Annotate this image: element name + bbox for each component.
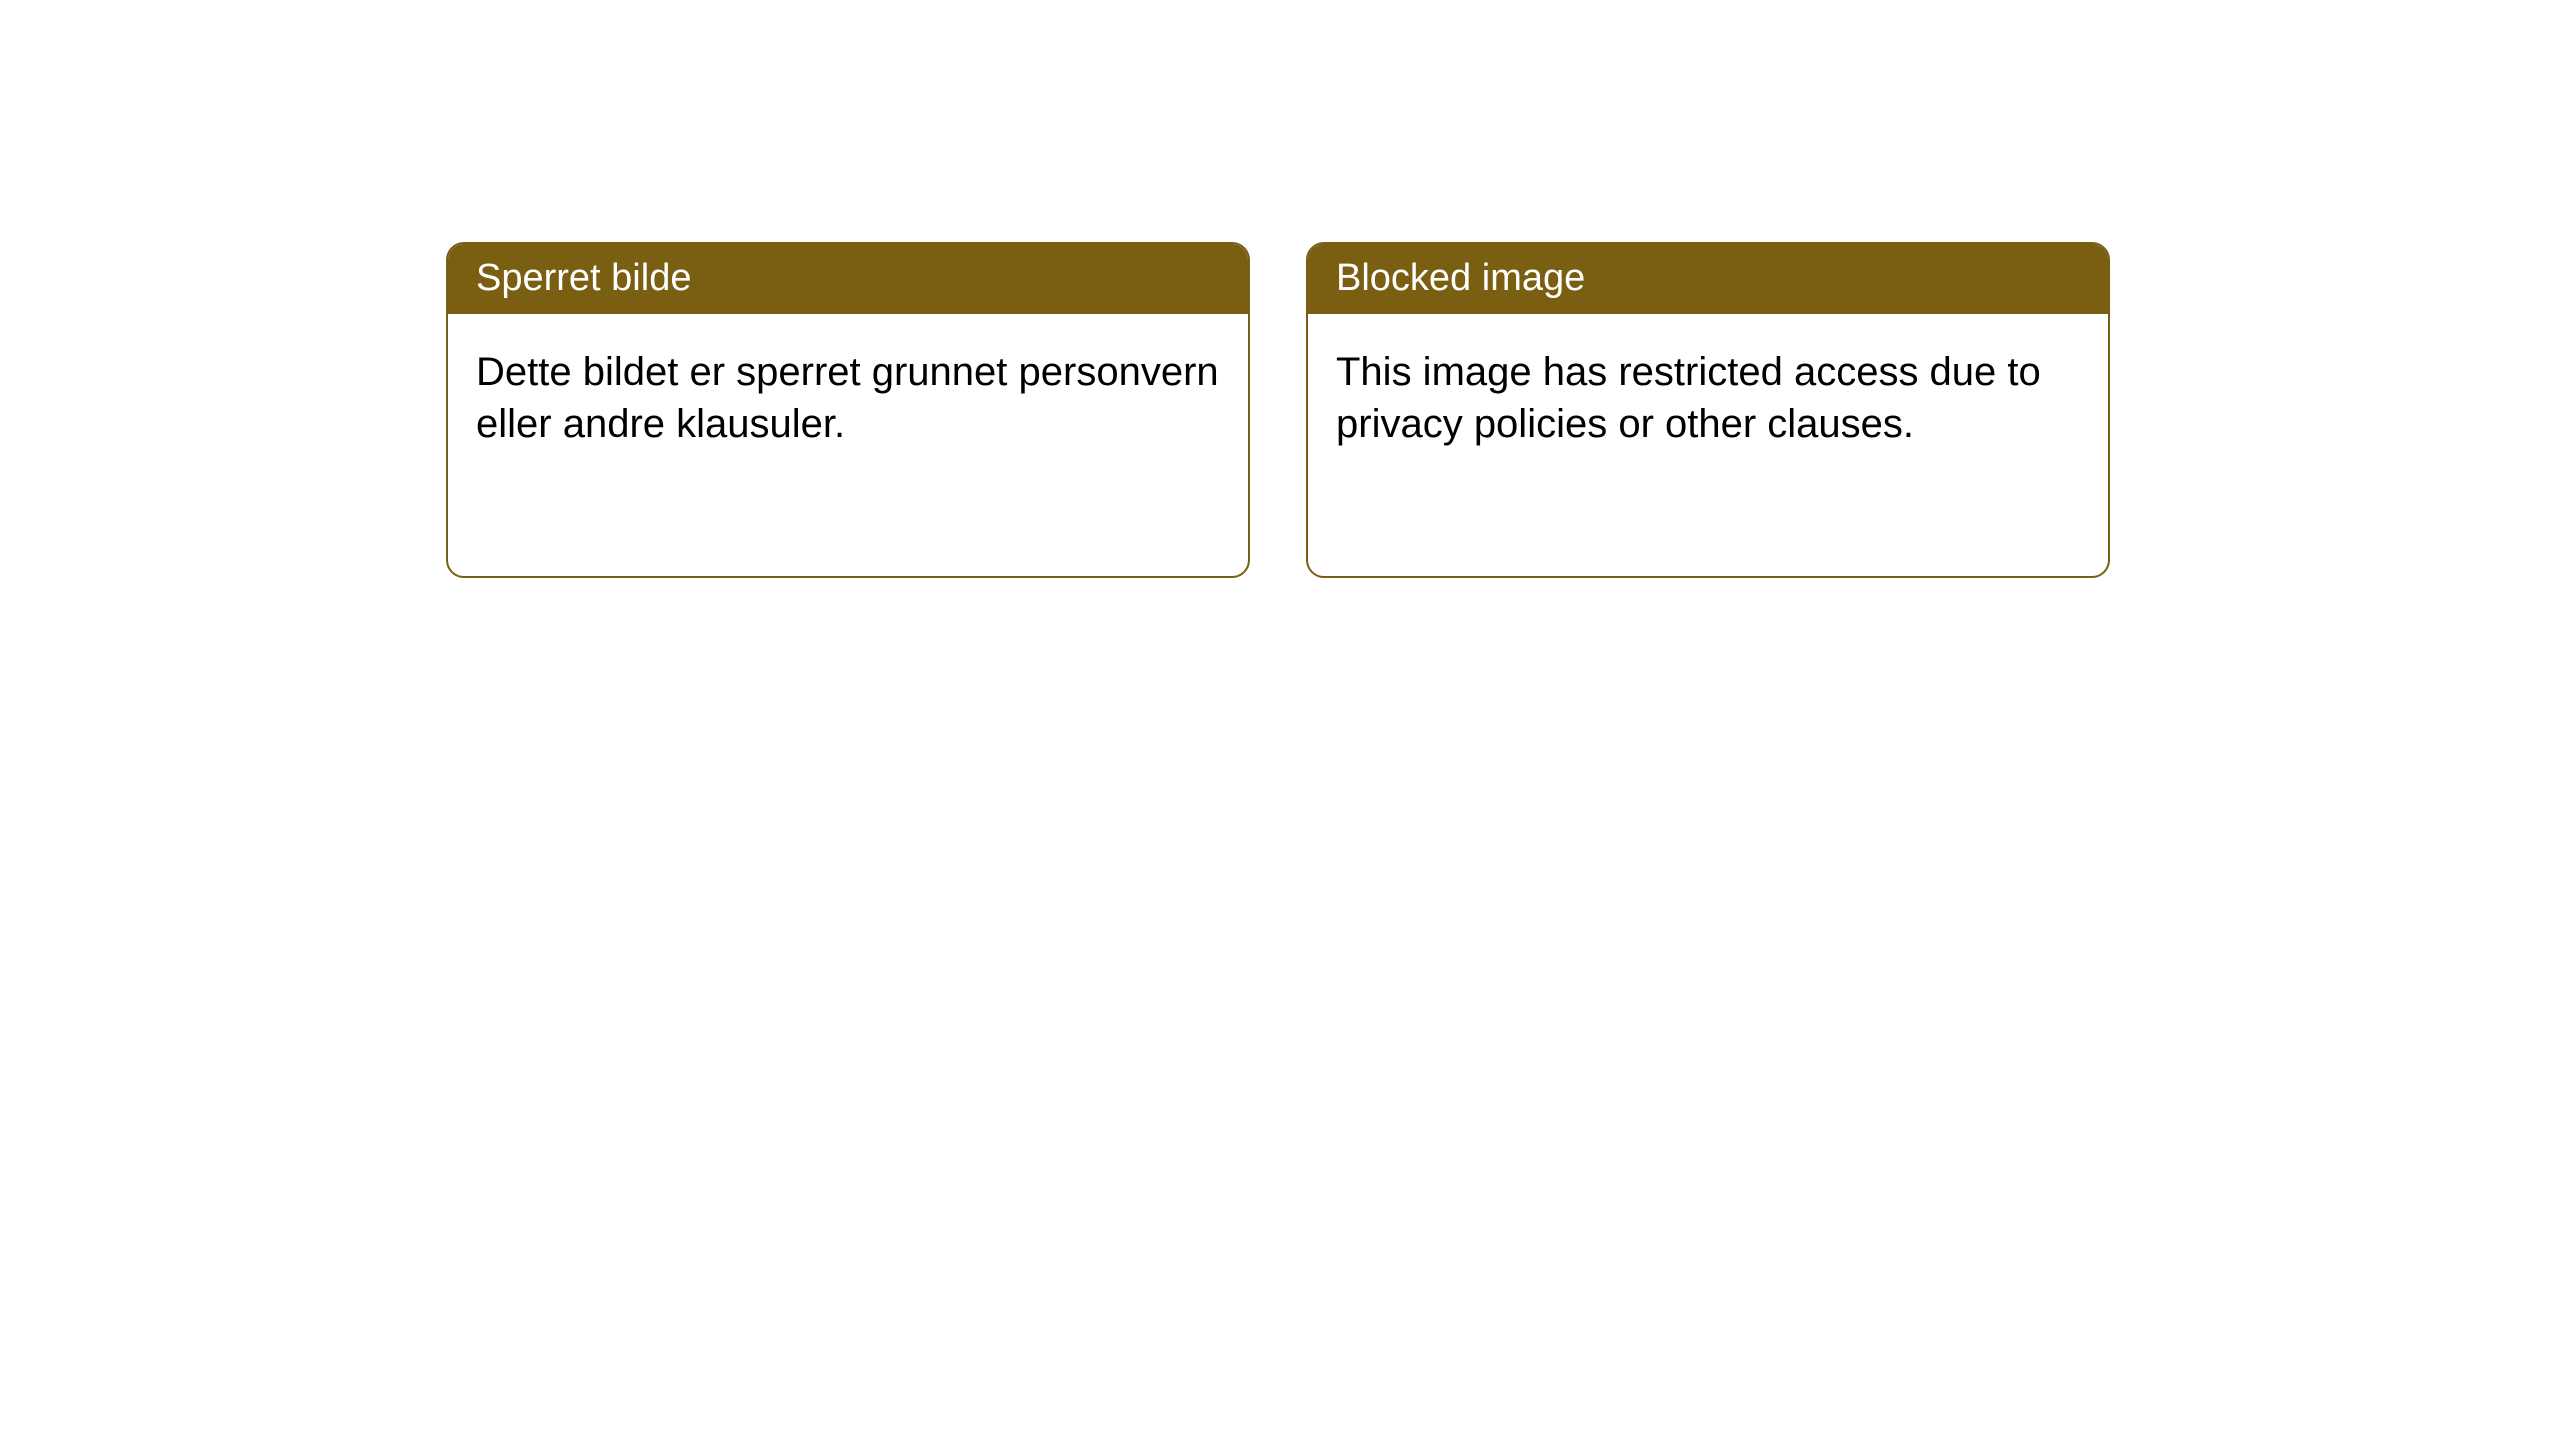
notice-cards-container: Sperret bilde Dette bildet er sperret gr… [446, 242, 2110, 578]
card-body-text: This image has restricted access due to … [1336, 350, 2041, 446]
card-title: Blocked image [1336, 257, 1585, 299]
card-header: Sperret bilde [448, 244, 1248, 314]
blocked-image-card-english: Blocked image This image has restricted … [1306, 242, 2110, 578]
card-body-text: Dette bildet er sperret grunnet personve… [476, 350, 1219, 446]
card-header: Blocked image [1308, 244, 2108, 314]
card-title: Sperret bilde [476, 257, 691, 299]
blocked-image-card-norwegian: Sperret bilde Dette bildet er sperret gr… [446, 242, 1250, 578]
card-body: Dette bildet er sperret grunnet personve… [448, 314, 1248, 482]
card-body: This image has restricted access due to … [1308, 314, 2108, 482]
